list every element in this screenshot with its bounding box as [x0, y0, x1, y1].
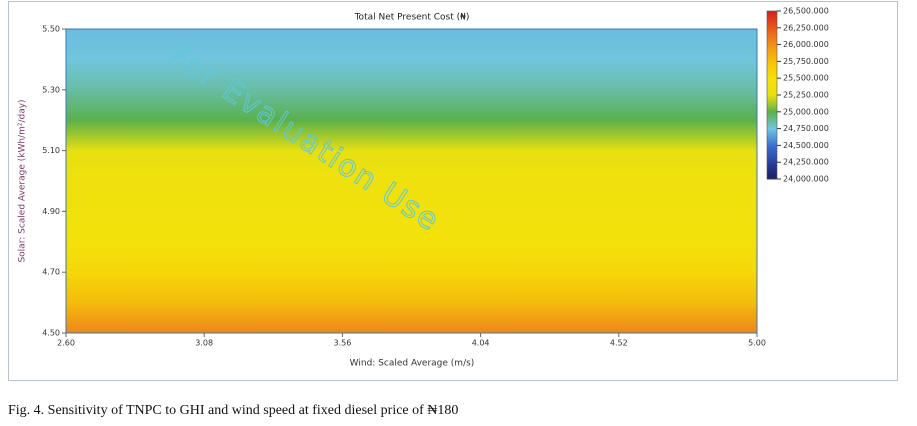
x-tick-label: 2.60: [57, 339, 75, 348]
x-tick-label: 4.04: [472, 339, 490, 348]
colorbar-segment: [767, 111, 777, 130]
colorbar-segment: [767, 61, 777, 79]
colorbar-label: 24,500.000: [783, 141, 829, 150]
x-tick-label: 5.00: [748, 339, 766, 348]
colorbar-label: 24,750.000: [783, 124, 829, 133]
colorbar-segment: [767, 78, 777, 96]
colorbar-label: 26,250.000: [783, 23, 829, 32]
colorbar-segment: [767, 44, 777, 62]
y-tick-label: 5.10: [42, 146, 60, 155]
chart-title: Total Net Present Cost (₦): [354, 13, 470, 23]
colorbar-label: 25,500.000: [783, 74, 829, 83]
heat-band: [66, 29, 757, 60]
colorbar-label: 24,250.000: [783, 158, 829, 167]
colorbar-label: 25,250.000: [783, 91, 829, 100]
heat-band: [66, 241, 757, 273]
heat-band: [66, 272, 757, 304]
colorbar-segment: [767, 128, 777, 146]
x-tick-label: 4.52: [610, 339, 628, 348]
colorbar-segment: [767, 162, 777, 180]
colorbar-label: 26,500.000: [783, 7, 829, 16]
y-tick-label: 5.30: [42, 85, 60, 94]
colorbar-label: 25,750.000: [783, 57, 829, 66]
colorbar-segment: [767, 95, 777, 113]
x-axis-title: Wind: Scaled Average (m/s): [350, 359, 475, 369]
heat-band: [66, 150, 757, 182]
heat-band: [66, 302, 757, 334]
colorbar-segment: [767, 145, 777, 163]
colorbar-segment: [767, 11, 777, 29]
heat-band: [66, 59, 757, 91]
heat-band: [66, 89, 757, 121]
colorbar-segment: [767, 27, 777, 46]
colorbar-label: 25,000.000: [783, 107, 829, 116]
y-tick-label: 4.90: [42, 207, 60, 216]
heat-band: [66, 120, 757, 152]
y-tick-label: 5.50: [42, 25, 60, 34]
caption: Fig. 4. Sensitivity of TNPC to GHI and w…: [8, 403, 458, 418]
heat-band: [66, 181, 757, 212]
colorbar-label: 26,000.000: [783, 40, 829, 49]
y-tick-label: 4.70: [42, 268, 60, 277]
x-tick-label: 3.08: [195, 339, 213, 348]
heat-band: [66, 211, 757, 243]
y-tick-label: 4.50: [42, 329, 60, 338]
plot-border: [65, 28, 758, 334]
colorbar-label: 24,000.000: [783, 175, 829, 184]
y-axis-title: Solar: Scaled Average (kWh/m²/day): [18, 99, 28, 262]
x-tick-label: 3.56: [333, 339, 351, 348]
